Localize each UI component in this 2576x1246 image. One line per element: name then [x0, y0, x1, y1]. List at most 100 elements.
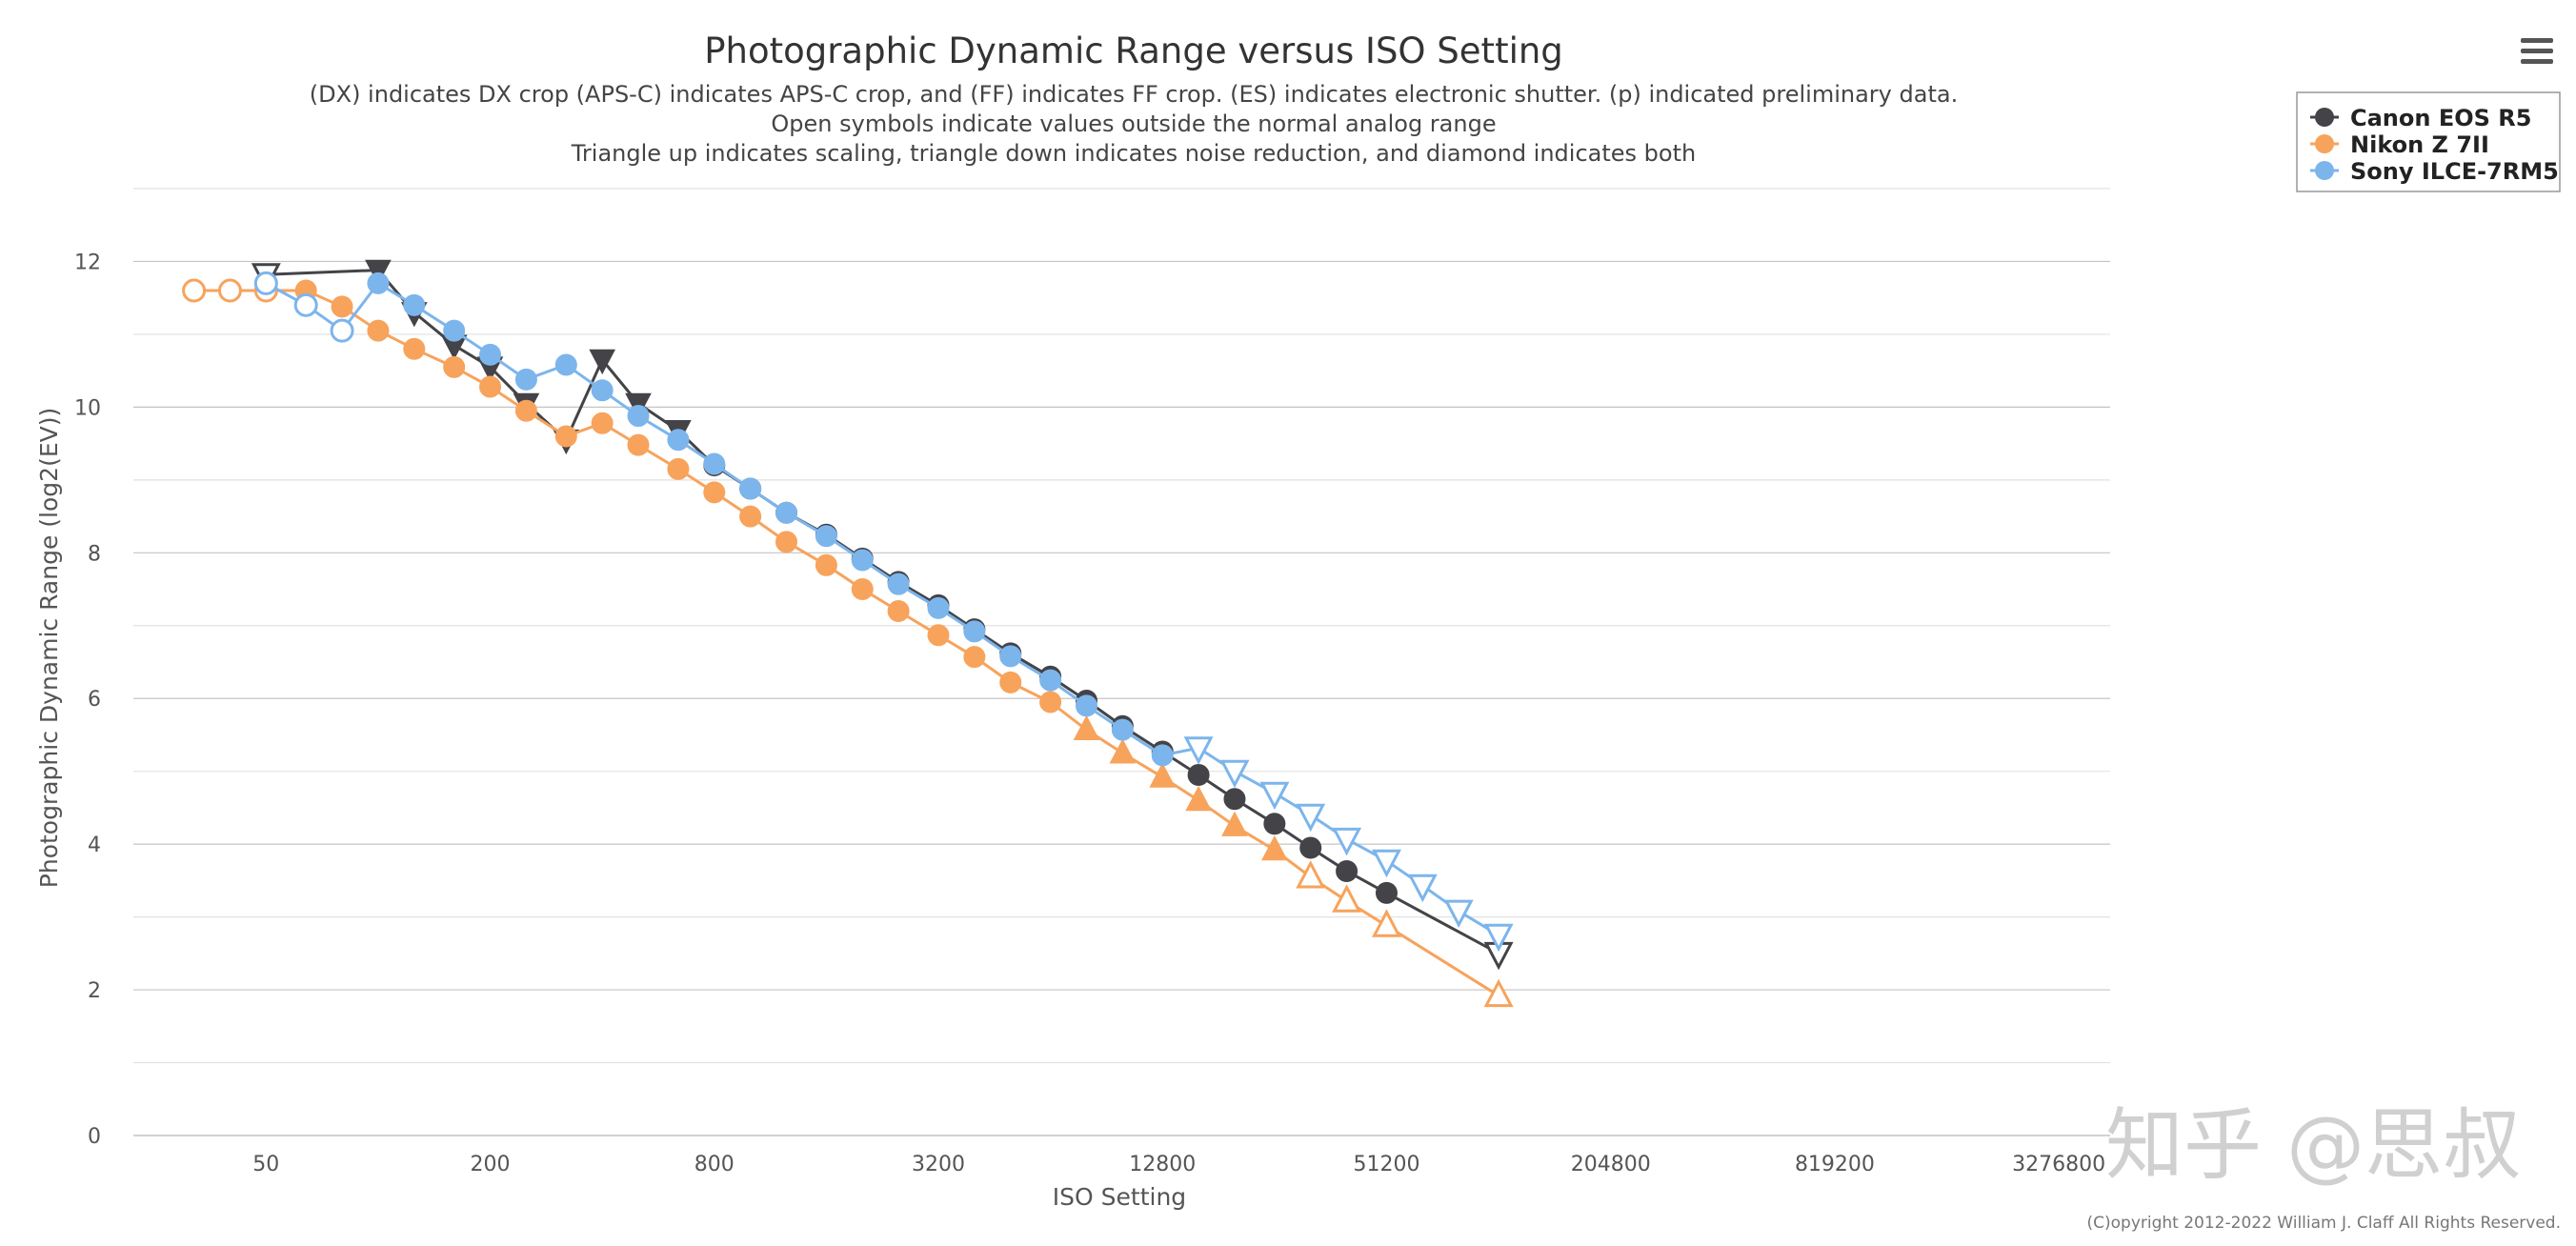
legend-item-nikon[interactable]: Nikon Z 7II: [2310, 131, 2489, 158]
data-point: [443, 319, 466, 342]
data-point: [1299, 836, 1322, 859]
legend-label-nikon: Nikon Z 7II: [2350, 131, 2489, 158]
data-point: [851, 578, 874, 601]
legend-item-canon[interactable]: Canon EOS R5: [2310, 105, 2531, 131]
data-point: [1151, 744, 1174, 767]
data-point: [1039, 691, 1062, 713]
data-point: [1073, 714, 1100, 740]
data-point: [1149, 762, 1177, 788]
x-tick-label: 800: [694, 1153, 735, 1176]
legend-label-canon: Canon EOS R5: [2350, 105, 2531, 131]
y-tick-label: 12: [74, 251, 101, 274]
data-point: [1075, 694, 1097, 717]
data-point: [703, 481, 726, 504]
data-point: [887, 573, 910, 595]
data-point: [591, 379, 614, 402]
data-point: [1296, 803, 1326, 833]
x-axis-title: ISO Setting: [1053, 1183, 1186, 1211]
legend-box: [2296, 91, 2561, 192]
data-point: [514, 399, 537, 422]
data-point: [667, 429, 690, 452]
x-axis-ticks: 50 200 800 3200 12800 51200 204800 819200 327680…: [252, 1153, 2105, 1176]
data-point: [815, 525, 837, 548]
data-point: [1483, 923, 1514, 953]
data-point: [367, 271, 390, 294]
data-point: [703, 452, 726, 475]
data-point: [403, 293, 426, 316]
data-point: [1109, 738, 1137, 764]
data-point: [1483, 978, 1514, 1008]
data-point: [1259, 781, 1290, 811]
x-tick-label: 819200: [1795, 1153, 1875, 1176]
data-point: [1261, 834, 1288, 861]
data-point: [253, 271, 278, 295]
data-point: [367, 319, 390, 342]
y-tick-label: 10: [74, 396, 101, 420]
data-point: [1407, 874, 1438, 903]
data-point: [479, 343, 502, 366]
data-point: [554, 353, 577, 376]
data-point: [851, 549, 874, 572]
chart-subtitle-line-3: Triangle up indicates scaling, triangle …: [571, 140, 1696, 167]
credits-text: (C)opyright 2012-2022 William J. Claff A…: [2087, 1214, 2562, 1233]
data-point: [963, 620, 986, 643]
y-tick-label: 0: [88, 1125, 101, 1149]
legend-marker-nikon: [2315, 134, 2334, 153]
data-point: [293, 292, 318, 317]
y-axis-ticks: 0 2 4 6 8 10 12: [74, 251, 101, 1149]
data-point: [887, 599, 910, 622]
data-point: [443, 355, 466, 378]
legend-label-sony: Sony ILCE-7RM5: [2350, 158, 2559, 185]
data-point: [1223, 788, 1246, 811]
x-tick-label: 3276800: [2012, 1153, 2105, 1176]
legend-item-sony[interactable]: Sony ILCE-7RM5: [2310, 158, 2559, 185]
data-point: [1296, 860, 1326, 889]
y-tick-label: 2: [88, 979, 101, 1003]
data-point: [514, 368, 537, 391]
data-point: [739, 505, 762, 528]
legend-marker-canon: [2315, 108, 2334, 127]
data-point: [999, 645, 1022, 668]
data-point: [1185, 785, 1212, 812]
data-point: [331, 295, 353, 318]
x-tick-label: 50: [252, 1153, 279, 1176]
data-point: [1372, 849, 1401, 878]
data-point: [330, 318, 354, 343]
series-sony-ilce-7rm5: [253, 271, 1514, 953]
watermark-text: 知乎 @思叔: [2105, 1100, 2521, 1191]
data-point: [1375, 881, 1398, 904]
data-point: [1336, 859, 1358, 882]
data-point: [479, 375, 502, 398]
data-point: [217, 278, 242, 303]
data-point: [927, 596, 950, 619]
data-point: [815, 553, 837, 576]
data-point: [1263, 813, 1286, 835]
data-point: [1111, 718, 1134, 741]
series-line: [193, 289, 1499, 997]
chart-subtitle-line-2: Open symbols indicate values outside the…: [771, 111, 1496, 137]
data-point: [589, 349, 616, 375]
data-point: [365, 259, 392, 285]
x-tick-label: 51200: [1353, 1153, 1419, 1176]
data-point: [927, 624, 950, 647]
data-point: [963, 646, 986, 669]
data-point: [1183, 736, 1214, 765]
series-layer: [182, 259, 1514, 1008]
data-point: [775, 501, 798, 524]
data-point: [739, 477, 762, 500]
series-nikon-z-7ii: [182, 278, 1514, 1008]
data-point: [1219, 759, 1250, 789]
legend: Canon EOS R5 Nikon Z 7II Sony ILCE-7RM5: [2296, 91, 2561, 192]
x-tick-label: 200: [471, 1153, 511, 1176]
data-point: [1187, 764, 1210, 787]
data-point: [1332, 884, 1362, 913]
data-point: [1372, 909, 1401, 937]
data-point: [667, 457, 690, 480]
chart-title: Photographic Dynamic Range versus ISO Se…: [704, 30, 1563, 71]
data-point: [403, 337, 426, 360]
hamburger-menu-icon[interactable]: [2515, 29, 2557, 67]
data-point: [1039, 669, 1062, 692]
data-point: [591, 412, 614, 434]
data-point: [999, 671, 1022, 693]
